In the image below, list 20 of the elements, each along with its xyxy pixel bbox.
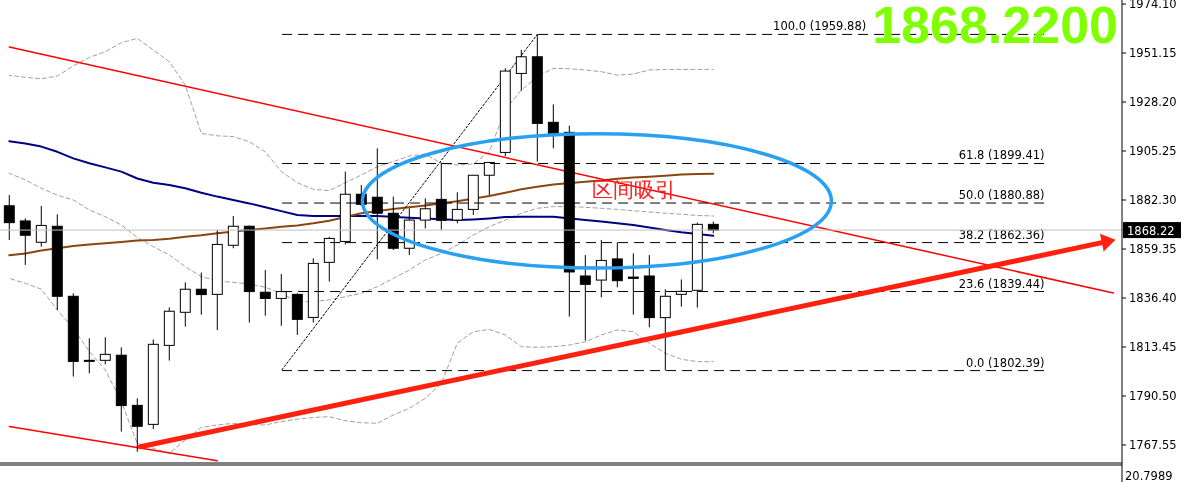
y-tick-label: 1767.55	[1129, 437, 1177, 452]
y-tick-label: 1974.10	[1129, 0, 1177, 12]
text: 20.7989	[1125, 469, 1173, 482]
y-tick-label: 1882.30	[1129, 193, 1177, 208]
annotation: 1868.2200	[872, 0, 1118, 54]
y-tick-label: 1859.35	[1129, 242, 1177, 256]
y-tick-label: 1813.45	[1129, 339, 1177, 354]
ref-line-label: 50.0 (1880.88)	[958, 188, 1045, 203]
ref-line-label: 100.0 (1959.88)	[773, 19, 867, 34]
y-tick-label: 1790.50	[1129, 388, 1177, 403]
ref-line-label: 61.8 (1899.41)	[958, 148, 1045, 163]
y-tick-label: 1836.40	[1129, 290, 1177, 305]
ref-line-label: 38.2 (1862.36)	[958, 227, 1045, 242]
y-tick-label: 1928.20	[1129, 95, 1177, 110]
ref-line-label: 0.0 (1802.39)	[966, 355, 1045, 370]
y-tick-label: 1951.15	[1129, 46, 1177, 61]
ref-line-label: 1868.22	[1127, 223, 1175, 238]
y-tick-label: 1905.25	[1129, 144, 1177, 159]
ref-line-label: 23.6 (1839.44)	[958, 276, 1045, 291]
current-price: 1868.22	[1123, 222, 1181, 239]
